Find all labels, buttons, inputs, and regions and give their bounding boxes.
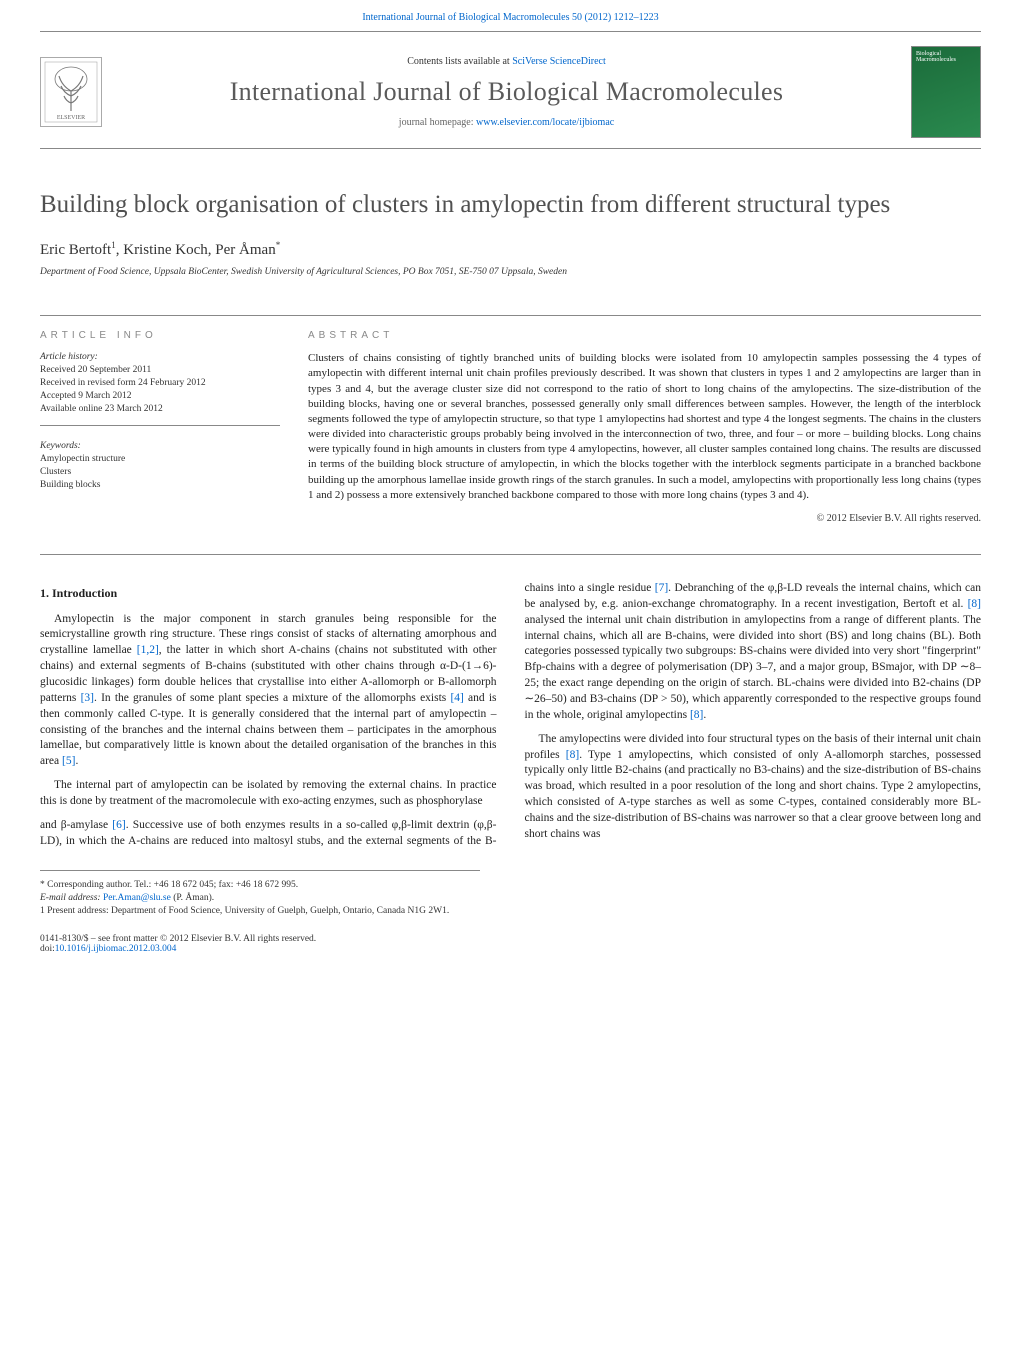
keyword-1: Amylopectin structure [40,453,280,466]
cover-text-2: Macromolecules [916,57,976,63]
article-history: Article history: Received 20 September 2… [40,351,280,426]
journal-title: International Journal of Biological Macr… [116,77,897,107]
doi-link[interactable]: 10.1016/j.ijbiomac.2012.03.004 [55,944,177,954]
abstract-heading: abstract [308,330,981,341]
contents-prefix: Contents lists available at [407,56,512,67]
elsevier-tree-icon: ELSEVIER [44,61,98,123]
ref-4[interactable]: [4] [450,692,463,704]
ref-6[interactable]: [6] [112,819,125,831]
online-date: Available online 23 March 2012 [40,403,280,416]
email-label: E-mail address: [40,893,103,903]
keywords-label: Keywords: [40,440,280,453]
homepage-line: journal homepage: www.elsevier.com/locat… [116,117,897,128]
history-label: Article history: [40,351,280,364]
doi-line: doi:10.1016/j.ijbiomac.2012.03.004 [40,944,981,954]
sciencedirect-link[interactable]: SciVerse ScienceDirect [512,56,606,67]
abstract-text: Clusters of chains consisting of tightly… [308,351,981,503]
journal-cover-thumbnail: Biological Macromolecules [911,46,981,138]
ref-8c[interactable]: [8] [566,749,579,761]
article-info-col: article info Article history: Received 2… [40,330,280,524]
ref-8b[interactable]: [8] [690,709,703,721]
doi-block: 0141-8130/$ – see front matter © 2012 El… [0,934,1021,974]
present-address: 1 Present address: Department of Food Sc… [40,905,480,918]
email-line: E-mail address: Per.Aman@slu.se (P. Åman… [40,892,480,905]
affiliation: Department of Food Science, Uppsala BioC… [40,267,981,277]
info-abstract-row: article info Article history: Received 2… [40,315,981,524]
abstract-copyright: © 2012 Elsevier B.V. All rights reserved… [308,513,981,524]
accepted-date: Accepted 9 March 2012 [40,390,280,403]
corresponding-author: * Corresponding author. Tel.: +46 18 672… [40,879,480,892]
article-header: Building block organisation of clusters … [0,149,1021,315]
author-1: Eric Bertoft [40,242,111,258]
authors: Eric Bertoft1, Kristine Koch, Per Åman* [40,240,981,259]
homepage-prefix: journal homepage: [399,117,476,128]
front-matter-line: 0141-8130/$ – see front matter © 2012 El… [40,934,981,944]
elsevier-logo: ELSEVIER [40,57,102,127]
revised-date: Received in revised form 24 February 201… [40,377,280,390]
ref-3[interactable]: [3] [81,692,94,704]
keywords-block: Keywords: Amylopectin structure Clusters… [40,440,280,491]
masthead-center: Contents lists available at SciVerse Sci… [116,56,897,128]
contents-line: Contents lists available at SciVerse Sci… [116,56,897,67]
rule-abstract-bottom [40,554,981,555]
para-1: Amylopectin is the major component in st… [40,612,497,771]
author-corr-mark: * [276,240,281,250]
footnotes: * Corresponding author. Tel.: +46 18 672… [40,870,480,933]
email-suffix: (P. Åman). [171,893,214,903]
ref-8a[interactable]: [8] [968,598,981,610]
svg-text:ELSEVIER: ELSEVIER [57,115,85,121]
ref-1-2[interactable]: [1,2] [137,644,159,656]
running-head: International Journal of Biological Macr… [0,0,1021,31]
received-date: Received 20 September 2011 [40,364,280,377]
ref-5[interactable]: [5] [62,755,75,767]
email-link[interactable]: Per.Aman@slu.se [103,893,171,903]
keyword-3: Building blocks [40,479,280,492]
abstract-col: abstract Clusters of chains consisting o… [308,330,981,524]
keyword-2: Clusters [40,466,280,479]
running-head-link[interactable]: International Journal of Biological Macr… [362,12,658,23]
intro-heading: 1. Introduction [40,585,497,602]
author-rest: , Kristine Koch, Per Åman [116,242,276,258]
para-4: The amylopectins were divided into four … [525,732,982,843]
masthead: ELSEVIER Contents lists available at Sci… [0,32,1021,148]
homepage-link[interactable]: www.elsevier.com/locate/ijbiomac [476,117,614,128]
ref-7[interactable]: [7] [655,582,668,594]
body-text: 1. Introduction Amylopectin is the major… [0,581,1021,870]
article-title: Building block organisation of clusters … [40,189,981,220]
para-2: The internal part of amylopectin can be … [40,778,497,810]
article-info-heading: article info [40,330,280,341]
